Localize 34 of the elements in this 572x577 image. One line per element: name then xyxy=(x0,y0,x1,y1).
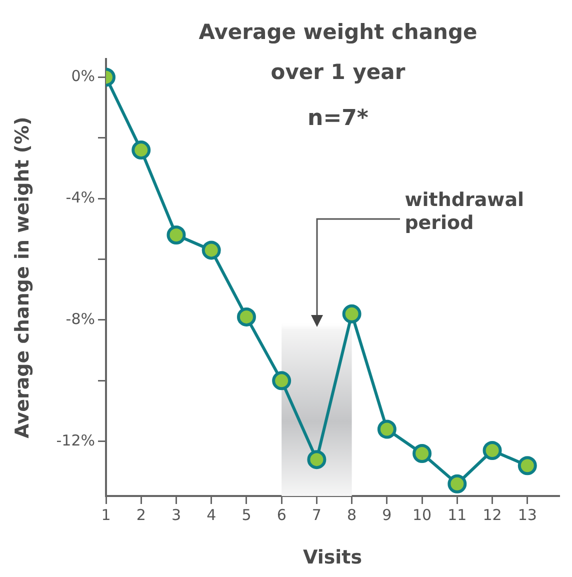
text: n=7* xyxy=(306,106,370,131)
point xyxy=(518,456,537,476)
x-tick-label: 7 xyxy=(312,506,322,524)
point xyxy=(342,304,362,324)
y-tick-label: -12% xyxy=(56,431,95,450)
chart-title: Average weight change over 1 year xyxy=(198,19,478,86)
point xyxy=(236,307,256,326)
x-tick-label: 13 xyxy=(518,506,537,524)
x-tick-label: 4 xyxy=(206,506,216,524)
point xyxy=(412,444,432,464)
point xyxy=(272,371,292,390)
point xyxy=(377,420,396,439)
y-tick-label: 0% xyxy=(71,67,95,86)
x-tick-label: 9 xyxy=(382,506,392,524)
x-tick-label: 3 xyxy=(171,506,182,524)
x-tick-label: 6 xyxy=(276,506,286,524)
y-tick-label: -4% xyxy=(66,188,95,206)
x-tick-label: 1 xyxy=(101,506,111,524)
point xyxy=(132,140,151,160)
point xyxy=(482,440,502,460)
x-tick-label: 2 xyxy=(136,506,146,524)
point xyxy=(307,450,326,470)
point xyxy=(202,240,221,260)
x-tick-label: 5 xyxy=(242,506,252,524)
y-tick-label: -8% xyxy=(66,310,95,328)
x-axis-title: Visits xyxy=(302,546,362,569)
x-tick-label: 11 xyxy=(448,506,467,524)
band-label: withdrawal period xyxy=(404,189,526,236)
x-tick-label: 10 xyxy=(412,506,432,524)
y-axis-title: Average change in weight (%) xyxy=(11,116,34,438)
x-tick-label: 8 xyxy=(347,506,357,524)
point xyxy=(448,474,467,494)
x-tick-label: 12 xyxy=(482,506,502,524)
point xyxy=(166,226,186,245)
